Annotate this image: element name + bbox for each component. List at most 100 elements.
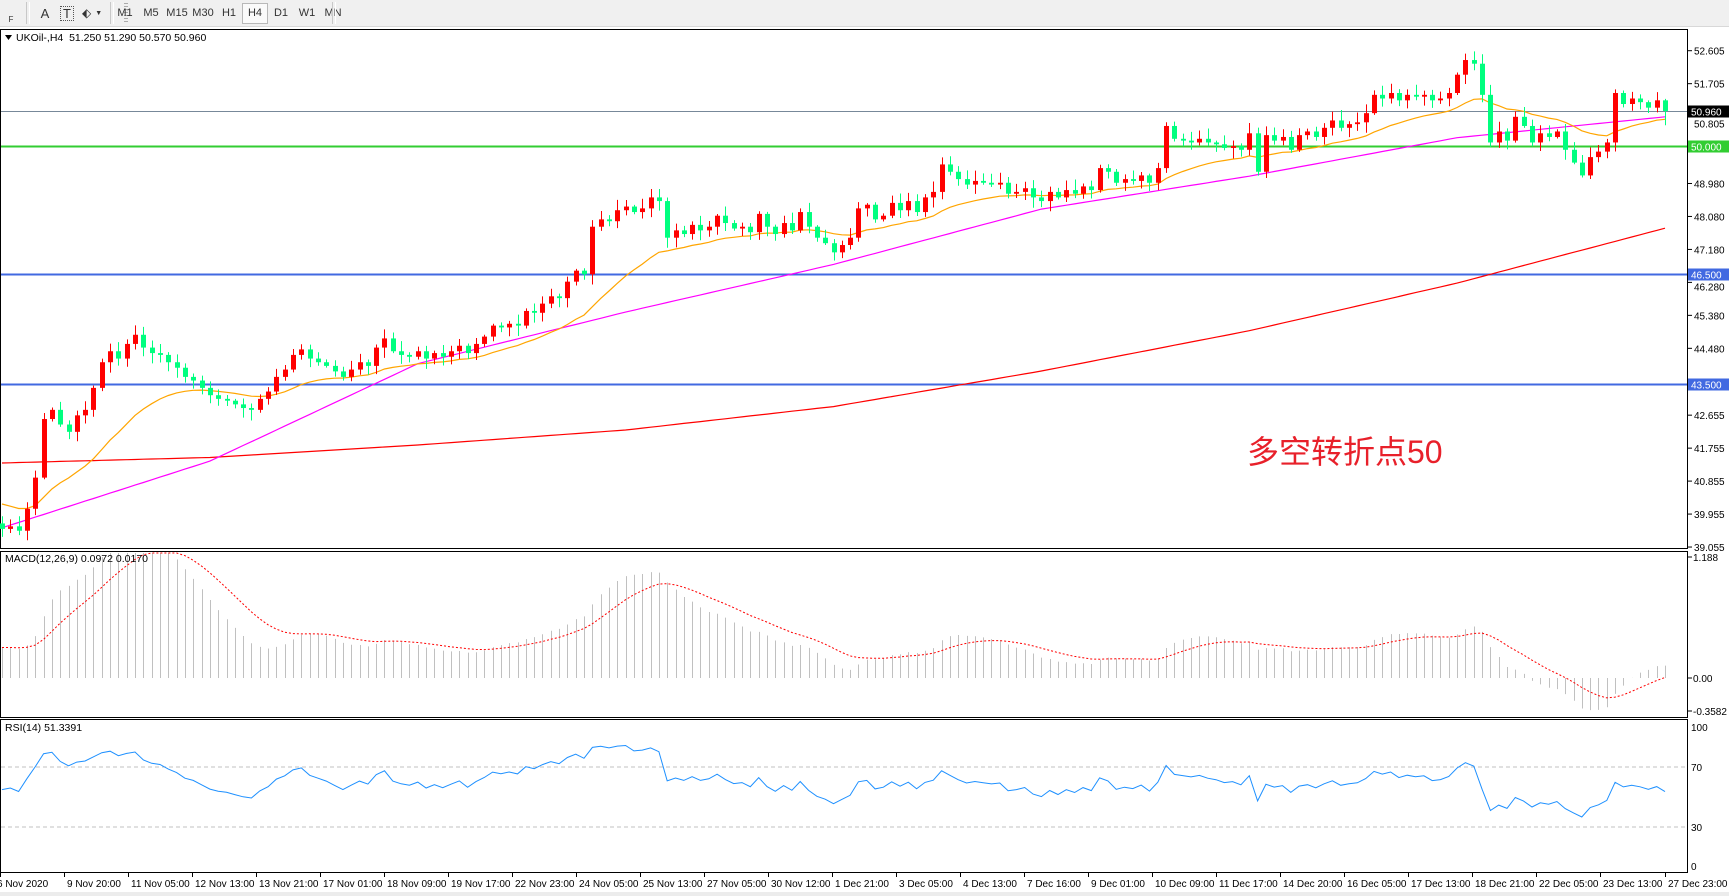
candle <box>989 173 994 187</box>
candle-body <box>241 404 246 409</box>
shapes-icon[interactable]: ⬖ ▼ <box>78 3 106 24</box>
candle-body <box>565 281 570 299</box>
candle <box>457 339 462 359</box>
candle-body <box>25 508 30 531</box>
candle-body <box>590 226 595 275</box>
candle <box>1131 170 1136 185</box>
toolbar-grip[interactable] <box>124 3 129 23</box>
candle <box>832 239 837 261</box>
candle-body <box>1430 94 1435 101</box>
candle-body <box>50 409 55 420</box>
candle-body <box>474 343 479 354</box>
candle <box>125 339 130 367</box>
candle-body <box>1563 131 1568 150</box>
timeframe-m5-button[interactable]: M5 <box>143 7 159 19</box>
candle <box>1039 190 1044 208</box>
candle <box>682 225 687 238</box>
rsi-tick-label: 0 <box>1691 862 1697 873</box>
candle-body <box>1281 136 1286 141</box>
candle <box>1264 126 1269 179</box>
candle-body <box>333 365 338 372</box>
time-label: 3 Dec 05:00 <box>899 879 953 890</box>
candle <box>1538 125 1543 151</box>
symbol-header: UKOil-,H4 51.250 51.290 50.570 50.960 <box>16 32 206 44</box>
candle <box>890 195 895 219</box>
time-label: 19 Nov 17:00 <box>451 879 511 890</box>
price-tick-label: 39.955 <box>1694 510 1725 521</box>
candle-body <box>175 362 180 368</box>
timeframe-h1-button[interactable]: H1 <box>221 7 237 19</box>
macd-signal-line <box>2 552 1666 699</box>
candle-body <box>499 325 504 328</box>
hline-label: 50.960 <box>1691 108 1722 119</box>
candle-body <box>524 310 529 326</box>
candle <box>674 223 679 248</box>
candle <box>8 519 13 533</box>
candle <box>1048 186 1053 212</box>
candle <box>582 268 587 280</box>
candle <box>1497 121 1502 148</box>
candle <box>83 401 88 424</box>
candle <box>1613 89 1618 152</box>
price-tick-label: 47.180 <box>1694 245 1725 256</box>
candle-body <box>1638 98 1643 103</box>
time-label: 12 Nov 13:00 <box>195 879 255 890</box>
timeframe-m1-button[interactable]: M1 <box>117 7 133 19</box>
candle <box>1580 154 1585 178</box>
candle-body <box>316 358 321 363</box>
candle-body <box>17 526 22 531</box>
candle-body <box>491 325 496 337</box>
chart-background <box>0 27 1729 896</box>
candle <box>482 334 487 347</box>
timeframe-m30-button[interactable]: M30 <box>192 7 214 19</box>
candle-body <box>482 336 487 344</box>
candle <box>374 344 379 375</box>
candle <box>200 375 205 395</box>
candle <box>549 288 554 309</box>
collapse-triangle-icon[interactable] <box>5 35 12 40</box>
candle <box>1197 130 1202 146</box>
timeframe-w1-button[interactable]: W1 <box>298 7 316 19</box>
candle-body <box>698 224 703 231</box>
text-label-icon[interactable]: T <box>56 3 78 24</box>
timeframe-m15-button[interactable]: M15 <box>166 7 188 19</box>
price-tick-label: 52.605 <box>1694 47 1725 58</box>
candle-body <box>1023 188 1028 192</box>
candle <box>1605 138 1610 159</box>
candle <box>524 308 529 329</box>
timeframe-h4-button[interactable]: H4 <box>242 2 268 24</box>
candle-body <box>308 349 313 359</box>
candle <box>773 224 778 241</box>
candle-body <box>366 362 371 366</box>
rsi-indicator <box>1 744 1666 818</box>
candle-body <box>108 351 113 363</box>
candle-body <box>1438 98 1443 101</box>
candle <box>1081 183 1086 199</box>
candle-body <box>299 349 304 355</box>
time-label: 22 Nov 23:00 <box>515 879 575 890</box>
candle-body <box>765 213 770 227</box>
chevron-down-icon[interactable]: ▼ <box>95 9 103 17</box>
candle <box>516 314 521 337</box>
candle-body <box>715 215 720 227</box>
candle <box>1364 104 1369 133</box>
text-icon[interactable]: A <box>34 3 56 24</box>
candle <box>1330 111 1335 136</box>
candle <box>499 322 504 333</box>
candle-body <box>58 409 63 425</box>
candle <box>116 342 121 366</box>
candle <box>1455 72 1460 95</box>
candle <box>50 407 55 422</box>
candle-body <box>200 380 205 388</box>
candle-body <box>358 362 363 370</box>
candle <box>1555 129 1560 139</box>
properties-icon[interactable]: F <box>0 3 22 24</box>
candle <box>1305 128 1310 140</box>
candle-body <box>865 204 870 209</box>
candle <box>1655 92 1660 113</box>
timeframe-d1-button[interactable]: D1 <box>273 7 289 19</box>
candle <box>158 343 163 363</box>
candle <box>291 348 296 373</box>
candle <box>1621 90 1626 108</box>
